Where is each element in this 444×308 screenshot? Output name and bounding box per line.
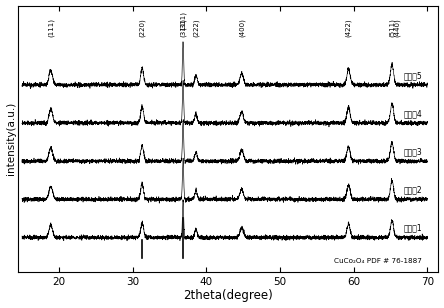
Text: (311): (311) (179, 18, 186, 37)
Text: (400): (400) (238, 18, 245, 37)
Text: (220): (220) (139, 18, 145, 37)
Text: (422): (422) (345, 18, 352, 37)
Text: (111): (111) (48, 18, 54, 37)
Text: (222): (222) (193, 18, 199, 37)
Text: (511): (511) (389, 18, 395, 37)
Text: 实施例3: 实施例3 (404, 147, 422, 156)
Text: 实施例2: 实施例2 (404, 185, 422, 195)
Text: (440): (440) (394, 18, 400, 37)
X-axis label: 2theta(degree): 2theta(degree) (183, 290, 273, 302)
Text: (311): (311) (180, 11, 186, 30)
Y-axis label: intensity(a.u.): intensity(a.u.) (6, 102, 16, 175)
Text: 实施例4: 实施例4 (404, 109, 422, 118)
Text: 实施例1: 实施例1 (404, 224, 422, 233)
Text: CuCo₂O₄ PDF # 76-1887: CuCo₂O₄ PDF # 76-1887 (334, 258, 422, 264)
Text: 实施例5: 实施例5 (404, 71, 422, 80)
